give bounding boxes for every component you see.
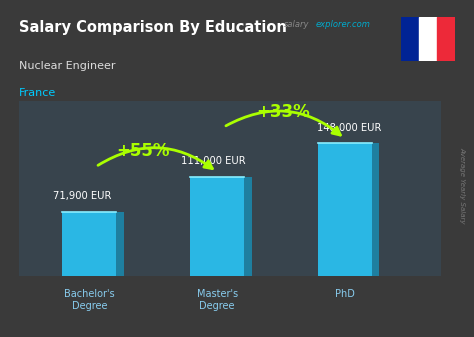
Text: salary: salary	[284, 20, 310, 29]
Text: Nuclear Engineer: Nuclear Engineer	[19, 61, 116, 71]
Bar	[116, 212, 124, 276]
Text: 71,900 EUR: 71,900 EUR	[54, 191, 112, 201]
Text: France: France	[19, 88, 56, 98]
Text: Bachelor's
Degree: Bachelor's Degree	[64, 289, 115, 310]
Bar	[437, 17, 455, 61]
Bar	[244, 177, 252, 276]
Text: 111,000 EUR: 111,000 EUR	[182, 156, 246, 166]
Bar	[419, 17, 437, 61]
Text: explorer.com: explorer.com	[315, 20, 370, 29]
Bar	[318, 143, 372, 276]
Text: 148,000 EUR: 148,000 EUR	[317, 123, 381, 132]
Text: PhD: PhD	[335, 289, 355, 299]
Bar	[372, 143, 380, 276]
Text: Salary Comparison By Education: Salary Comparison By Education	[19, 20, 287, 35]
Text: Master's
Degree: Master's Degree	[197, 289, 237, 310]
Bar	[190, 177, 244, 276]
Text: Average Yearly Salary: Average Yearly Salary	[459, 147, 465, 224]
Text: +33%: +33%	[257, 103, 310, 121]
Bar	[63, 212, 116, 276]
Bar	[401, 17, 419, 61]
Text: +55%: +55%	[116, 142, 170, 160]
